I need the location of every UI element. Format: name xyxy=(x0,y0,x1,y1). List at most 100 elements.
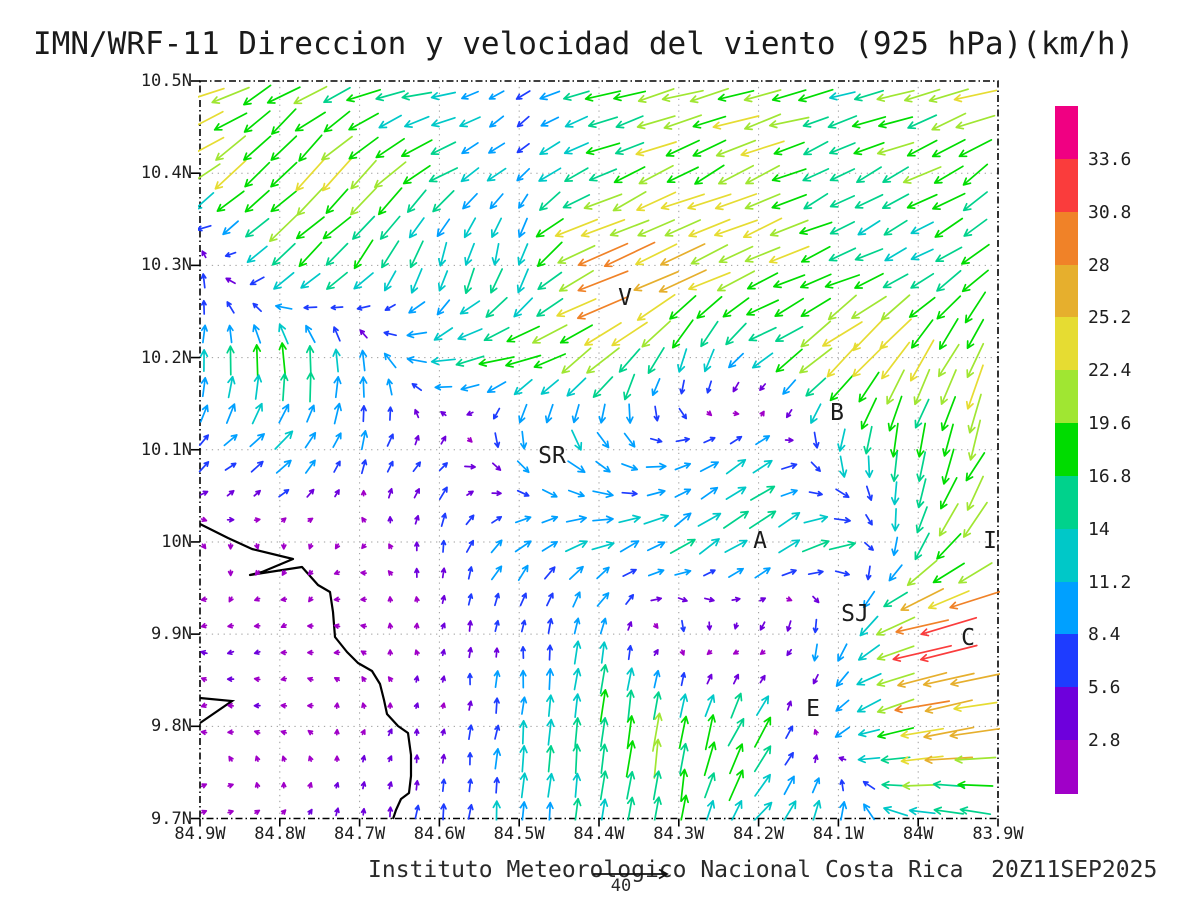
wind-arrow xyxy=(688,218,731,238)
colorbar-value-label: 14 xyxy=(1088,518,1110,540)
wind-arrow xyxy=(307,569,314,576)
wind-arrow xyxy=(966,475,984,511)
wind-arrow xyxy=(243,110,271,133)
wind-arrow xyxy=(492,800,501,821)
y-tick-label: 10.2N xyxy=(140,347,192,368)
wind-arrow xyxy=(839,801,848,821)
wind-arrow xyxy=(571,429,583,451)
wind-arrow xyxy=(810,461,821,472)
wind-arrow xyxy=(913,368,931,406)
wind-arrow xyxy=(198,163,221,180)
wind-arrow xyxy=(786,700,793,711)
wind-arrow xyxy=(494,432,501,449)
wind-arrow xyxy=(966,318,985,350)
wind-arrow xyxy=(967,393,982,434)
wind-arrow xyxy=(619,540,640,553)
wind-arrow xyxy=(383,352,397,369)
wind-arrow xyxy=(384,303,396,311)
wind-arrow xyxy=(759,383,767,391)
wind-arrow xyxy=(906,193,938,210)
wind-arrow xyxy=(881,341,911,380)
colorbar-value-label: 8.4 xyxy=(1088,624,1121,646)
wind-arrow xyxy=(829,91,856,101)
wind-arrow xyxy=(414,567,420,579)
wind-arrow xyxy=(325,242,349,266)
wind-arrow xyxy=(295,158,326,192)
wind-arrow xyxy=(851,116,887,129)
wind-arrow xyxy=(637,88,675,103)
wind-arrow xyxy=(378,114,402,129)
wind-arrow xyxy=(307,702,314,709)
wind-arrow xyxy=(863,425,873,455)
wind-arrow xyxy=(307,729,314,736)
wind-arrow xyxy=(927,590,970,610)
wind-arrow xyxy=(653,796,662,821)
wind-arrow xyxy=(437,241,448,267)
wind-arrow xyxy=(798,88,834,103)
wind-arrow xyxy=(413,675,420,683)
wind-arrow xyxy=(934,217,964,238)
colorbar-segment xyxy=(1055,528,1078,583)
wind-arrow xyxy=(583,193,623,210)
wind-arrow xyxy=(725,486,747,500)
wind-arrow xyxy=(592,515,614,524)
wind-arrow xyxy=(489,115,505,128)
wind-arrow xyxy=(803,514,829,524)
wind-arrow xyxy=(271,108,297,135)
wind-arrow xyxy=(900,727,945,739)
wind-arrow xyxy=(653,405,660,422)
wind-arrow xyxy=(599,770,609,801)
wind-arrow xyxy=(306,404,316,423)
wind-arrow xyxy=(226,516,235,523)
wind-arrow xyxy=(519,719,528,745)
wind-arrow xyxy=(228,596,234,603)
wind-arrow xyxy=(865,455,874,479)
wind-arrow xyxy=(892,644,952,662)
wind-arrow xyxy=(494,619,500,633)
wind-arrow xyxy=(295,216,325,240)
wind-arrow xyxy=(201,250,207,259)
wind-arrow xyxy=(546,694,555,717)
wind-arrow xyxy=(440,411,447,417)
wind-arrow xyxy=(321,135,353,161)
wind-arrow xyxy=(857,754,881,764)
wind-arrow xyxy=(463,267,475,295)
wind-arrow xyxy=(514,540,532,553)
wind-arrow xyxy=(572,693,582,719)
wind-arrow xyxy=(596,431,610,449)
wind-arrow xyxy=(546,718,555,746)
wind-arrow xyxy=(273,271,295,290)
wind-arrow xyxy=(941,448,955,485)
wind-arrow xyxy=(950,673,1000,687)
wind-arrow xyxy=(897,671,948,688)
wind-arrow xyxy=(278,323,289,345)
wind-arrow xyxy=(838,756,847,762)
wind-arrow xyxy=(566,377,587,397)
wind-arrow xyxy=(664,219,702,237)
colorbar-segment xyxy=(1055,264,1078,318)
wind-arrow xyxy=(226,324,234,344)
wind-arrow xyxy=(916,478,927,509)
wind-arrow xyxy=(486,167,507,182)
wind-arrow xyxy=(266,86,301,104)
wind-arrow xyxy=(799,221,833,236)
wind-arrow xyxy=(516,268,529,294)
wind-arrow xyxy=(724,539,748,553)
wind-arrow xyxy=(491,462,502,471)
coastline-peninsula-tip xyxy=(199,696,236,724)
wind-arrow xyxy=(465,514,475,526)
wind-arrow xyxy=(252,344,262,377)
wind-arrow xyxy=(924,699,973,714)
wind-arrow xyxy=(697,512,722,527)
wind-arrow xyxy=(244,161,271,188)
colorbar-segment xyxy=(1055,106,1078,160)
wind-arrow xyxy=(577,242,629,267)
wind-arrow xyxy=(732,381,740,393)
wind-arrow xyxy=(839,455,848,478)
wind-arrow xyxy=(467,672,473,686)
wind-arrow xyxy=(615,115,644,129)
wind-arrow xyxy=(308,543,314,550)
wind-arrow xyxy=(728,769,744,802)
wind-arrow xyxy=(307,623,314,629)
wind-arrow xyxy=(919,644,978,663)
